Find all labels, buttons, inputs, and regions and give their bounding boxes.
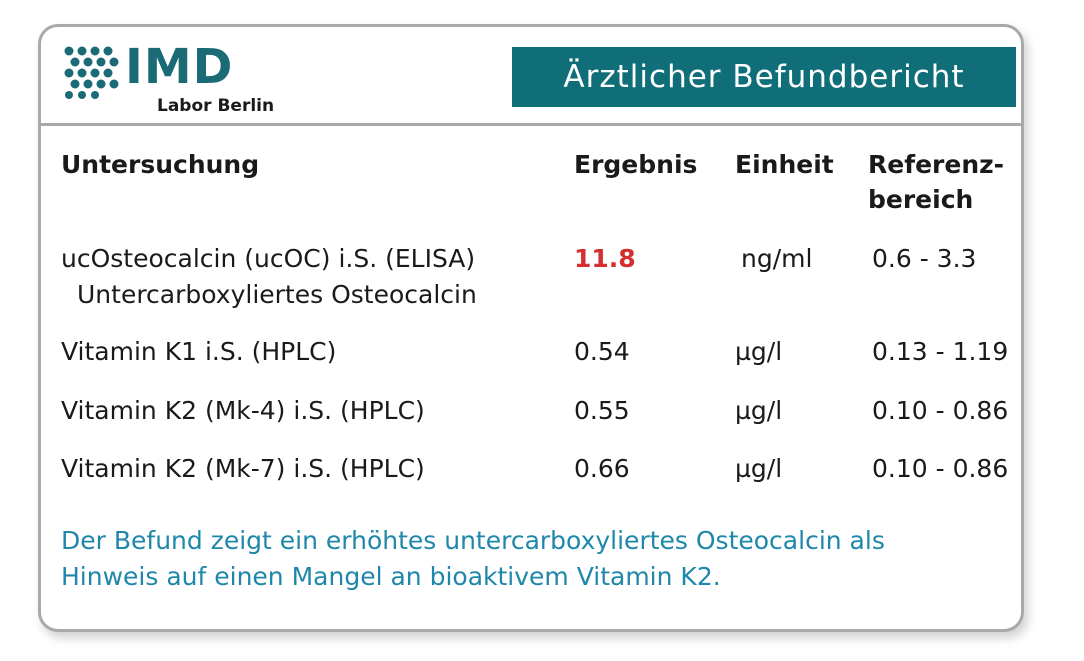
findings-note: Der Befund zeigt ein erhöhtes untercarbo… [61,523,1001,595]
row-2-test: Vitamin K1 i.S. (HPLC) [61,337,337,366]
dot-grid-logo-icon [64,46,119,99]
header-unit: Einheit [735,150,834,179]
header-reference-line2: bereich [868,185,974,214]
report-title-banner: Ärztlicher Befundbericht [512,47,1016,107]
row-2-reference: 0.13 - 1.19 [872,337,1009,366]
row-4-result: 0.66 [574,454,630,483]
findings-note-line1: Der Befund zeigt ein erhöhtes untercarbo… [61,526,885,555]
header-test: Untersuchung [61,150,260,179]
findings-note-line2: Hinweis auf einen Mangel an bioaktivem V… [61,562,721,591]
row-2-result: 0.54 [574,337,630,366]
logo-subtitle: Labor Berlin [157,96,275,116]
header-divider [41,123,1021,126]
row-3-test: Vitamin K2 (Mk-4) i.S. (HPLC) [61,396,425,425]
lab-logo: IMD Labor Berlin [63,39,293,119]
row-4-reference: 0.10 - 0.86 [872,454,1009,483]
row-3-unit: µg/l [735,396,783,425]
row-1-unit: ng/ml [741,244,813,273]
report-card: IMD Labor Berlin Ärztlicher Befundberich… [38,24,1024,632]
row-2-unit: µg/l [735,337,783,366]
row-1-result: 11.8 [574,244,636,273]
row-1-reference: 0.6 - 3.3 [872,244,977,273]
row-3-result: 0.55 [574,396,630,425]
row-1-test: ucOsteocalcin (ucOC) i.S. (ELISA) [61,244,476,273]
header-reference-line1: Referenz- [868,150,1005,179]
row-3-reference: 0.10 - 0.86 [872,396,1009,425]
row-1-test-subtitle: Untercarboxyliertes Osteocalcin [77,280,477,309]
row-4-test: Vitamin K2 (Mk-7) i.S. (HPLC) [61,454,425,483]
logo-wordmark: IMD [125,39,234,95]
header-result: Ergebnis [574,150,698,179]
row-4-unit: µg/l [735,454,783,483]
